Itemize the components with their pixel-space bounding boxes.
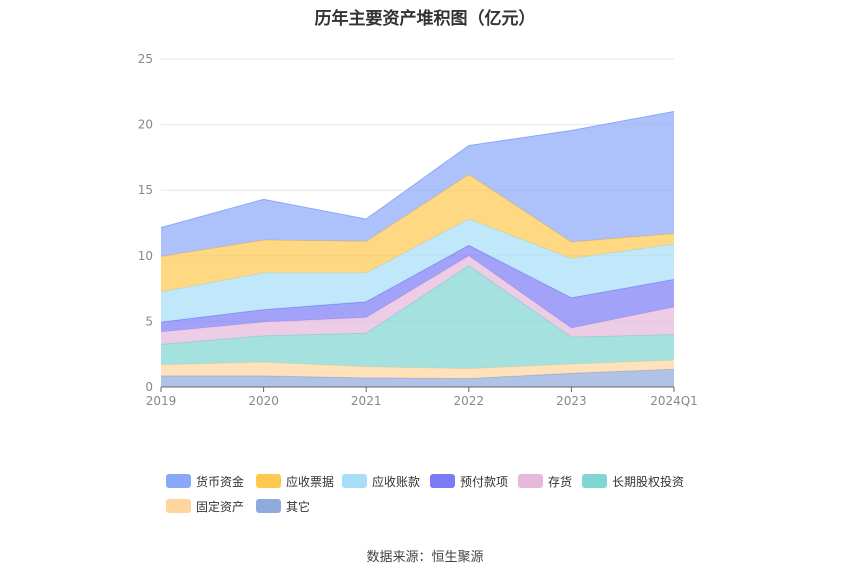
legend-swatch [256,499,281,513]
legend-item[interactable]: 长期股权投资 [582,472,684,490]
x-tick-label: 2023 [556,394,587,408]
chart-title: 历年主要资产堆积图（亿元） [314,9,536,29]
legend-swatch [256,474,281,488]
legend-item[interactable]: 其它 [256,497,310,515]
source-note: 数据来源：恒生聚源 [366,550,484,565]
legend-label: 应收账款 [372,474,421,489]
legend-item[interactable]: 存货 [518,472,572,490]
area-series-5 [161,219,674,323]
y-tick-label: 10 [138,249,153,263]
legend-item[interactable]: 固定资产 [166,497,244,515]
x-tick-label: 2022 [454,394,485,408]
legend-item[interactable]: 预付款项 [430,472,508,490]
area-line-series-7 [160,110,675,229]
legend-item[interactable]: 应收账款 [342,472,420,490]
y-tick-label: 5 [145,314,153,328]
area-series-4 [161,245,674,332]
y-tick-label: 25 [138,52,153,66]
legend-swatch [166,499,191,513]
legend-item[interactable]: 应收票据 [256,472,334,490]
area-series-1 [161,360,674,379]
x-tick-label: 2024Q1 [650,394,698,408]
legend-label: 其它 [286,499,311,514]
legend-swatch [430,474,455,488]
y-tick-label: 15 [138,183,153,197]
axes: 0 5 10 15 20 25 2019 2020 2021 2022 2023 2024Q1 [138,52,698,408]
legend-swatch [166,474,191,488]
legend-swatch [342,474,367,488]
y-tick-label: 20 [138,118,153,132]
x-tick-label: 2019 [146,394,177,408]
legend-item[interactable]: 货币资金 [166,472,244,490]
legend-label: 固定资产 [196,499,245,514]
area-series-2 [161,265,674,369]
area-series-7 [161,111,674,257]
area-series-3 [161,255,674,345]
legend-swatch [518,474,543,488]
area-series-group [160,110,675,387]
legend-label: 货币资金 [196,474,245,489]
y-tick-label: 0 [145,380,153,394]
legend-swatch [582,474,607,488]
area-series-6 [161,174,674,292]
legend-label: 长期股权投资 [612,474,685,489]
x-tick-label: 2020 [248,394,279,408]
x-tick-label: 2021 [351,394,382,408]
legend-label: 存货 [548,474,573,489]
legend-label: 预付款项 [460,474,509,489]
legend-label: 应收票据 [286,474,335,489]
area-line-series-3 [160,255,675,333]
